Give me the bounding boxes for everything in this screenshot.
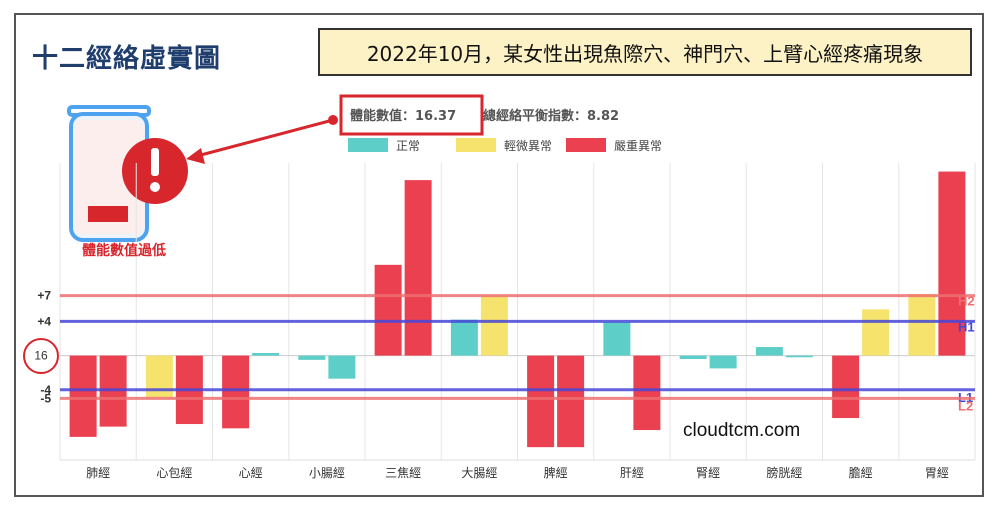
- x-label-膀胱經: 膀胱經: [766, 465, 802, 480]
- ref-label-L2: L2: [958, 398, 973, 413]
- reference-lines: H2H1L1L2: [60, 294, 975, 413]
- x-label-胃經: 胃經: [925, 466, 949, 480]
- y-tick-H2: +7: [37, 289, 51, 303]
- bar-三焦經-1: [374, 264, 402, 356]
- bars: [69, 171, 966, 448]
- bar-膀胱經-2: [785, 355, 813, 358]
- y-tick-labels: +7 +4 -4-5 16: [34, 289, 51, 406]
- bar-胃經-2: [938, 171, 966, 356]
- bar-大腸經-1: [450, 319, 478, 356]
- bar-三焦經-2: [404, 180, 432, 356]
- bar-大腸經-2: [480, 295, 508, 356]
- x-label-膽經: 膽經: [849, 465, 873, 480]
- grid-lines: [59, 163, 976, 461]
- y-tick-baseline: 16: [34, 349, 48, 363]
- bar-心經-1: [222, 355, 250, 429]
- y-tick-L1: -4: [40, 383, 51, 397]
- legend-label-mild: 輕微異常: [504, 139, 552, 153]
- watermark: cloudtcm.com: [683, 420, 801, 441]
- x-label-小腸經: 小腸經: [309, 466, 345, 480]
- bar-心經-2: [252, 353, 280, 356]
- legend-swatch-mild: [456, 138, 496, 152]
- bar-膽經-1: [832, 355, 860, 419]
- legend-label-normal: 正常: [396, 139, 420, 153]
- x-label-大腸經: 大腸經: [461, 466, 497, 480]
- x-label-肝經: 肝經: [620, 466, 644, 480]
- annotation-arrowhead: [186, 148, 205, 164]
- ref-label-H1: H1: [958, 319, 975, 334]
- baseline-highlight-circle: [23, 338, 59, 374]
- legend-swatch-severe: [566, 138, 606, 152]
- legend-swatch-normal: [348, 138, 388, 152]
- legend-label-severe: 嚴重異常: [614, 139, 662, 153]
- x-category-labels: 肺經 心包經 心經 小腸經 三焦經 大腸經 脾經 肝經 腎經 膀胱經 膽經 胃經: [86, 465, 949, 480]
- battery-caption: 體能數值過低: [82, 243, 166, 259]
- energy-summary: 體能數值：16.37: [350, 108, 456, 124]
- bar-肝經-1: [603, 322, 631, 356]
- bar-脾經-2: [557, 355, 585, 448]
- x-label-心經: 心經: [239, 466, 263, 480]
- warning-icon: [122, 138, 188, 204]
- x-label-腎經: 腎經: [696, 466, 720, 480]
- legend: 正常 輕微異常 嚴重異常: [348, 138, 662, 153]
- annotation-arrow: [196, 118, 334, 158]
- headline-banner: 2022年10月，某女性出現魚際穴、神門穴、上臂心經疼痛現象: [318, 28, 972, 76]
- energy-highlight-box: [339, 94, 484, 136]
- bar-小腸經-2: [328, 355, 356, 379]
- bar-膽經-2: [862, 309, 890, 356]
- bar-小腸經-1: [298, 355, 326, 360]
- main-title: 十二經絡虛實圖: [32, 44, 222, 74]
- bar-膀胱經-1: [755, 347, 783, 356]
- bar-脾經-1: [527, 355, 555, 448]
- bar-肺經-1: [69, 355, 97, 437]
- bar-肝經-2: [633, 355, 661, 431]
- bar-腎經-2: [709, 355, 737, 369]
- y-tick-H1: +4: [37, 314, 51, 328]
- balance-summary: 總經絡平衡指數：8.82: [483, 108, 619, 124]
- bar-胃經-1: [908, 293, 936, 356]
- x-label-肺經: 肺經: [86, 466, 110, 480]
- x-label-三焦經: 三焦經: [385, 466, 421, 480]
- ref-label-H2: H2: [958, 294, 975, 309]
- bar-腎經-1: [679, 355, 707, 359]
- y-tick-L2: -5: [40, 391, 51, 405]
- x-label-脾經: 脾經: [544, 465, 568, 480]
- x-label-心包經: 心包經: [156, 466, 192, 480]
